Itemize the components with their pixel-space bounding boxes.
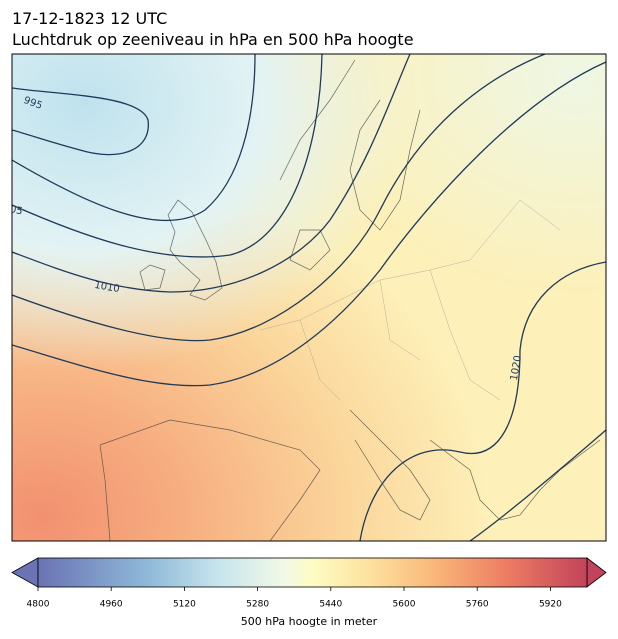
map-frame bbox=[11, 53, 607, 542]
colorbar-tick-label: 5440 bbox=[319, 600, 342, 610]
isobar bbox=[12, 61, 606, 387]
isobar bbox=[12, 54, 411, 293]
date-title: 17-12-1823 12 UTC bbox=[12, 9, 168, 28]
colorbar bbox=[11, 557, 607, 588]
country-border bbox=[259, 199, 561, 401]
contour-label: 1010 bbox=[93, 280, 120, 295]
coastline bbox=[279, 59, 421, 271]
coastline bbox=[99, 409, 431, 541]
isobar bbox=[12, 54, 256, 222]
colorbar-tick-label: 5120 bbox=[173, 600, 196, 610]
contour-label: 1005 bbox=[0, 201, 23, 217]
colorbar-tick-label: 5920 bbox=[539, 600, 562, 610]
coastline bbox=[429, 439, 601, 521]
colorbar-tick-label: 4960 bbox=[100, 600, 123, 610]
isobar bbox=[469, 429, 606, 541]
colorbar-tick-label: 4800 bbox=[27, 600, 50, 610]
colorbar-body bbox=[37, 557, 588, 588]
colorbar-extend-low bbox=[11, 557, 39, 588]
coastline bbox=[139, 199, 223, 301]
cold-field bbox=[12, 54, 606, 541]
isobar bbox=[12, 54, 323, 258]
isobar bbox=[359, 261, 606, 541]
title: Luchtdruk op zeeniveau in hPa en 500 hPa… bbox=[12, 30, 414, 49]
contour-label: 1020 bbox=[509, 355, 524, 382]
colorbar-tick-label: 5600 bbox=[393, 600, 416, 610]
map: 995 1005 1010 1020 bbox=[0, 54, 606, 541]
isobar bbox=[12, 54, 546, 342]
colorbar-tick-label: 5760 bbox=[466, 600, 489, 610]
isobar bbox=[12, 87, 149, 156]
colorbar-tick-label: 5280 bbox=[246, 600, 269, 610]
colorbar-label: 500 hPa hoogte in meter bbox=[241, 615, 378, 628]
colorbar-extend-high bbox=[586, 557, 607, 588]
